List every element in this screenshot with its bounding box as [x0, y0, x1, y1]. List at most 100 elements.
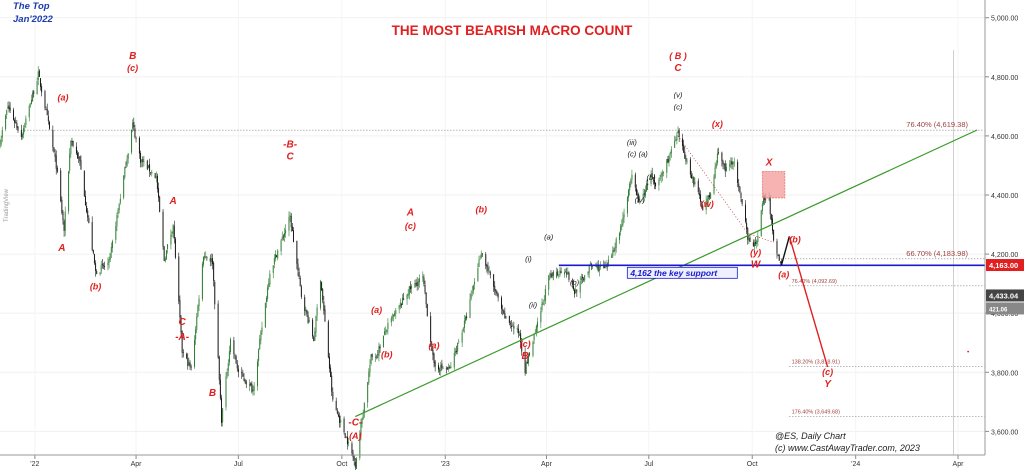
candle-body: [64, 211, 66, 231]
wave-label: B: [129, 51, 136, 62]
candle-body: [180, 316, 182, 333]
candle-body: [47, 116, 49, 122]
candle-body: [651, 173, 653, 177]
candle-body: [288, 217, 290, 231]
candle-body: [269, 273, 271, 285]
candle-body: [675, 139, 677, 142]
candle-body: [367, 382, 369, 403]
candle-body: [630, 180, 632, 185]
candle-body: [362, 413, 364, 420]
candle-body: [212, 258, 214, 265]
candle-body: [607, 259, 609, 267]
candle-body: [692, 176, 694, 179]
candle-body: [225, 376, 227, 408]
candle-body: [48, 121, 50, 129]
candle-body: [417, 281, 419, 286]
x-tick-label: '23: [441, 461, 450, 468]
wave-label: A: [57, 243, 65, 254]
candle-body: [250, 382, 252, 386]
candle-body: [463, 320, 465, 328]
candle-body: [524, 351, 526, 373]
price-tag: [986, 259, 1024, 272]
candle-body: [715, 163, 717, 168]
candle-body: [623, 214, 625, 218]
candle-body: [496, 292, 498, 295]
candle-body: [29, 104, 31, 106]
candle-body: [321, 281, 323, 291]
candle-body: [100, 265, 102, 272]
candle-body: [477, 268, 479, 282]
candle-body: [532, 341, 534, 356]
wave-label: (b): [570, 278, 580, 287]
wave-label: (iv): [635, 195, 646, 204]
candle-body: [241, 372, 243, 374]
x-tick-label: Jul: [644, 461, 653, 468]
candle-body: [151, 171, 153, 174]
candle-body: [92, 250, 94, 254]
candle-body: [119, 198, 121, 203]
candle-body: [400, 304, 402, 306]
candle-body: [660, 174, 662, 178]
candle-body: [693, 177, 695, 185]
candle-body: [143, 161, 145, 163]
candle-body: [669, 152, 671, 155]
candle-body: [8, 105, 10, 109]
fib-level-label: 176.40% (3,649.68): [792, 410, 840, 416]
candle-body: [336, 410, 338, 414]
wave-label: (c): [628, 150, 637, 159]
key-support-label: 4,162 the key support: [629, 268, 718, 278]
candle-body: [705, 200, 707, 210]
candle-body: [242, 373, 244, 377]
wave-label: C: [179, 317, 187, 328]
candle-body: [53, 147, 55, 153]
candle-body: [71, 140, 73, 142]
candle-body: [88, 217, 90, 224]
candle-body: [243, 378, 245, 381]
candle-body: [733, 162, 735, 164]
candle-body: [439, 370, 441, 372]
candle-body: [777, 254, 779, 256]
projection-c-leg: [788, 236, 829, 368]
candle-body: [768, 197, 770, 200]
candle-body: [115, 226, 117, 240]
candle-body: [642, 194, 644, 201]
wave-label: A: [169, 196, 177, 207]
candle-body: [529, 353, 531, 355]
candle-body: [69, 153, 71, 171]
candle-body: [344, 433, 346, 438]
candle-body: [371, 354, 373, 357]
wave-label: (A): [349, 431, 362, 441]
candle-body: [186, 354, 188, 359]
candle-body: [107, 262, 109, 266]
candle-body: [296, 240, 298, 264]
candle-body: [474, 282, 476, 285]
candle-body: [308, 320, 310, 322]
candle-body: [348, 442, 350, 444]
y-tick-label: 4,000.00: [991, 311, 1018, 318]
candle-body: [637, 194, 639, 196]
candle-body: [653, 179, 655, 184]
wave-label: (i): [525, 254, 532, 263]
candle-body: [440, 365, 442, 372]
candle-body: [418, 278, 420, 283]
candle-body: [346, 436, 348, 445]
wave-label: -C-: [348, 417, 363, 428]
candle-body: [83, 170, 85, 197]
candle-body: [778, 254, 780, 261]
candle-body: [414, 282, 416, 288]
candle-body: [323, 301, 325, 311]
candle-body: [0, 138, 2, 145]
wave-label: -B-: [283, 140, 298, 151]
candle-body: [729, 163, 731, 167]
candle-body: [394, 312, 396, 316]
candle-body: [17, 126, 19, 131]
candle-body: [406, 295, 408, 300]
candle-body: [431, 343, 433, 351]
candle-body: [339, 415, 341, 423]
wave-label: (c): [822, 367, 833, 377]
candle-body: [646, 183, 648, 192]
candle-body: [556, 272, 558, 278]
candle-body: [197, 305, 199, 317]
candle-body: [384, 331, 386, 335]
wave-label: (b): [789, 234, 801, 244]
